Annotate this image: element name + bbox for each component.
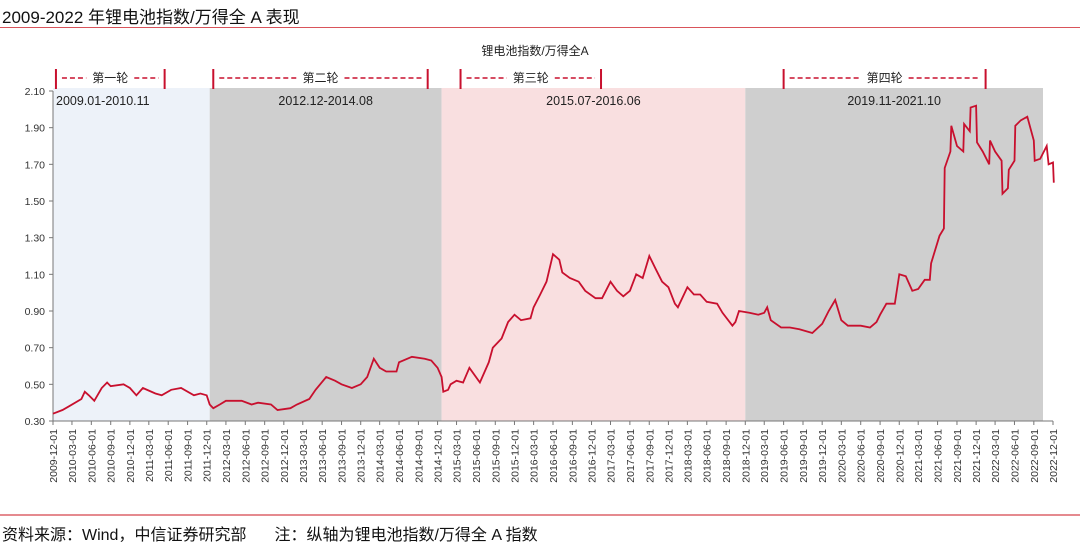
- x-tick-label: 2013-09-01: [337, 429, 349, 483]
- x-tick-label: 2013-06-01: [317, 429, 329, 483]
- source-note: 资料来源：Wind，中信证券研究部: [2, 527, 247, 544]
- x-tick-label: 2011-06-01: [163, 429, 175, 482]
- x-tick-label: 2019-12-01: [817, 429, 829, 483]
- y-tick-label: 1.50: [25, 196, 46, 208]
- x-tick-label: 2018-06-01: [702, 429, 714, 483]
- x-tick-label: 2016-09-01: [567, 429, 579, 483]
- x-tick-label: 2014-12-01: [433, 429, 445, 483]
- x-tick-label: 2016-06-01: [548, 429, 560, 483]
- x-tick-label: 2017-12-01: [663, 429, 675, 483]
- x-tick-label: 2018-09-01: [721, 429, 733, 483]
- x-tick-label: 2022-12-01: [1048, 429, 1060, 483]
- x-tick-label: 2012-03-01: [221, 429, 233, 483]
- period-label: 2009.01-2010.11: [56, 94, 150, 108]
- x-tick-label: 2022-06-01: [1009, 429, 1021, 483]
- shaded-region: [441, 88, 746, 421]
- x-tick-label: 2020-12-01: [894, 429, 906, 483]
- round-brackets: 第一轮 第二轮 第三轮 第四轮: [54, 69, 987, 89]
- x-tick-label: 2017-03-01: [605, 429, 617, 483]
- x-tick-label: 2015-06-01: [471, 429, 483, 483]
- x-tick-label: 2010-09-01: [106, 429, 118, 483]
- x-tick-label: 2014-09-01: [413, 429, 425, 483]
- x-tick-label: 2014-03-01: [375, 429, 387, 483]
- period-label: 2012.12-2014.08: [278, 94, 373, 108]
- y-tick-label: 1.70: [25, 159, 46, 171]
- shaded-region: [745, 88, 1043, 421]
- series-line: [52, 104, 1055, 415]
- title-divider: [0, 27, 1080, 28]
- x-tick-label: 2020-03-01: [836, 429, 848, 483]
- y-tick-label: 2.10: [25, 86, 46, 98]
- x-tick-label: 2010-06-01: [86, 429, 98, 483]
- y-tick-label: 1.90: [25, 123, 46, 135]
- axes: 0.30 0.50 0.70 0.90 1.10 1.30 1.50 1.70 1.90 2.10…: [25, 86, 1060, 483]
- x-tick-label: 2015-03-01: [452, 429, 464, 483]
- x-tick-label: 2013-03-01: [298, 429, 310, 483]
- x-tick-label: 2021-03-01: [913, 429, 925, 483]
- x-tick-label: 2021-06-01: [933, 429, 945, 483]
- y-tick-label: 0.50: [25, 379, 46, 391]
- y-tick-label: 0.90: [25, 306, 46, 318]
- x-tick-label: 2014-06-01: [394, 429, 406, 483]
- x-tick-label: 2011-03-01: [144, 429, 156, 482]
- y-tick-label: 0.70: [25, 343, 46, 355]
- round-label: 第四轮: [867, 71, 903, 85]
- x-tick-label: 2021-09-01: [952, 429, 964, 483]
- x-tick-label: 2016-12-01: [587, 429, 599, 483]
- round-label: 第三轮: [513, 71, 549, 85]
- page-title: 2009-2022 年锂电池指数/万得全 A 表现: [2, 8, 300, 27]
- shaded-regions: 2009.01-2010.11 2012.12-2014.08 2015.07-20…: [53, 88, 1043, 421]
- axis-note: 注：纵轴为锂电池指数/万得全 A 指数: [274, 527, 538, 544]
- x-tick-label: 2019-06-01: [779, 429, 791, 483]
- x-tick-label: 2015-09-01: [490, 429, 502, 483]
- y-tick-label: 1.30: [25, 233, 46, 245]
- x-tick-label: 2020-06-01: [856, 429, 868, 483]
- x-tick-label: 2011-09-01: [183, 429, 195, 482]
- footer-divider: [0, 514, 1080, 516]
- x-tick-label: 2013-12-01: [356, 429, 368, 483]
- shaded-region: [209, 88, 442, 421]
- x-tick-label: 2015-12-01: [509, 429, 521, 483]
- x-tick-label: 2012-09-01: [260, 429, 272, 483]
- x-tick-label: 2022-09-01: [1029, 429, 1041, 483]
- x-tick-label: 2018-03-01: [682, 429, 694, 483]
- x-tick-label: 2009-12-01: [48, 429, 60, 483]
- y-tick-label: 0.30: [25, 416, 46, 428]
- x-tick-label: 2012-12-01: [279, 429, 291, 483]
- x-tick-label: 2022-03-01: [990, 429, 1002, 483]
- y-tick-label: 1.10: [25, 269, 46, 281]
- x-tick-label: 2016-03-01: [529, 429, 541, 483]
- x-tick-label: 2017-06-01: [625, 429, 637, 483]
- period-label: 2015.07-2016.06: [546, 94, 641, 108]
- round-label: 第一轮: [92, 71, 128, 85]
- x-tick-label: 2017-09-01: [644, 429, 656, 483]
- shaded-region: [53, 88, 210, 421]
- x-tick-label: 2010-12-01: [125, 429, 137, 483]
- round-label: 第二轮: [302, 71, 338, 85]
- period-label: 2019.11-2021.10: [847, 94, 941, 108]
- legend-label: 锂电池指数/万得全A: [481, 43, 588, 58]
- x-tick-label: 2021-12-01: [971, 429, 983, 483]
- x-tick-label: 2011-12-01: [202, 429, 214, 482]
- x-tick-label: 2018-12-01: [740, 429, 752, 483]
- x-tick-label: 2019-09-01: [798, 429, 810, 483]
- x-tick-label: 2019-03-01: [759, 429, 771, 483]
- x-tick-label: 2012-06-01: [240, 429, 252, 483]
- footer: 资料来源：Wind，中信证券研究部 注：纵轴为锂电池指数/万得全 A 指数: [2, 521, 566, 545]
- x-tick-label: 2020-09-01: [875, 429, 887, 483]
- x-tick-label: 2010-03-01: [67, 429, 79, 483]
